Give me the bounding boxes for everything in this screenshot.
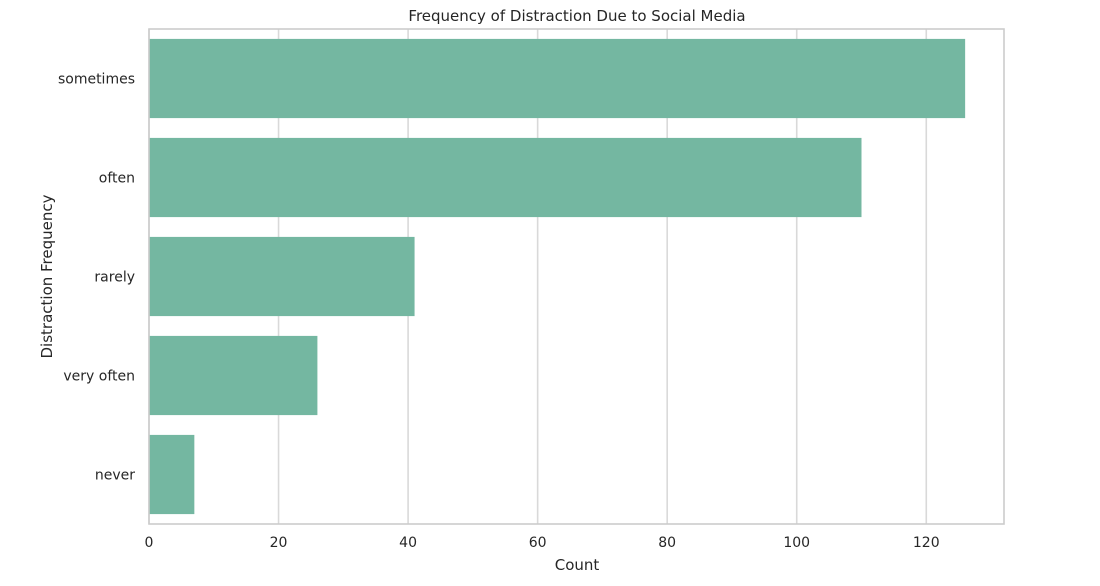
x-tick-label: 0: [145, 535, 154, 551]
bar-rarely: [149, 236, 415, 317]
y-tick-labels: sometimes often rarely very often never: [58, 72, 135, 484]
y-tick-label: very often: [63, 369, 135, 385]
bar-often: [149, 137, 862, 218]
x-tick-labels: 0 20 40 60 80 100 120: [145, 535, 940, 551]
bar-sometimes: [149, 38, 966, 119]
y-tick-label: never: [95, 468, 135, 484]
bar-very-often: [149, 335, 318, 416]
bar-never: [149, 434, 195, 515]
y-tick-label: often: [99, 171, 135, 187]
chart-title: Frequency of Distraction Due to Social M…: [408, 7, 745, 25]
y-tick-label: sometimes: [58, 72, 135, 88]
x-tick-label: 40: [399, 535, 417, 551]
x-tick-label: 80: [658, 535, 676, 551]
y-axis-label: Distraction Frequency: [38, 194, 56, 358]
y-tick-label: rarely: [94, 270, 135, 286]
x-tick-label: 60: [529, 535, 547, 551]
plot-frame: [148, 28, 1005, 525]
x-tick-label: 120: [913, 535, 940, 551]
x-axis-label: Count: [555, 556, 600, 574]
bars: [149, 38, 966, 515]
x-tick-label: 100: [783, 535, 810, 551]
x-tick-label: 20: [270, 535, 288, 551]
